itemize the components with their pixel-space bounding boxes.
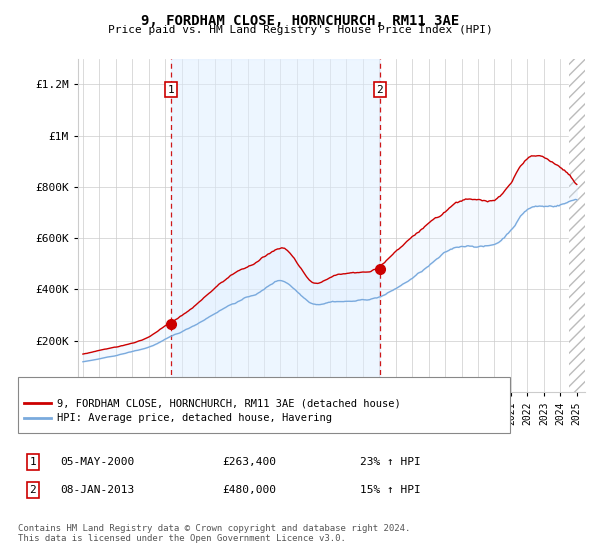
Bar [569, 59, 585, 392]
Text: 08-JAN-2013: 08-JAN-2013 [60, 485, 134, 495]
Text: Contains HM Land Registry data © Crown copyright and database right 2024.
This d: Contains HM Land Registry data © Crown c… [18, 524, 410, 543]
Text: £480,000: £480,000 [222, 485, 276, 495]
Text: £263,400: £263,400 [222, 457, 276, 467]
Bar [569, 59, 585, 392]
Text: HPI: Average price, detached house, Havering: HPI: Average price, detached house, Have… [57, 413, 332, 423]
Text: 2: 2 [376, 85, 383, 95]
Bar [171, 59, 380, 392]
Text: 23% ↑ HPI: 23% ↑ HPI [360, 457, 421, 467]
Text: 9, FORDHAM CLOSE, HORNCHURCH, RM11 3AE: 9, FORDHAM CLOSE, HORNCHURCH, RM11 3AE [141, 14, 459, 28]
Text: 1: 1 [29, 457, 37, 467]
Text: 15% ↑ HPI: 15% ↑ HPI [360, 485, 421, 495]
Text: 1: 1 [167, 85, 175, 95]
Text: Price paid vs. HM Land Registry's House Price Index (HPI): Price paid vs. HM Land Registry's House … [107, 25, 493, 35]
Text: 2: 2 [29, 485, 37, 495]
Text: 05-MAY-2000: 05-MAY-2000 [60, 457, 134, 467]
Text: 9, FORDHAM CLOSE, HORNCHURCH, RM11 3AE (detached house): 9, FORDHAM CLOSE, HORNCHURCH, RM11 3AE (… [57, 398, 401, 408]
